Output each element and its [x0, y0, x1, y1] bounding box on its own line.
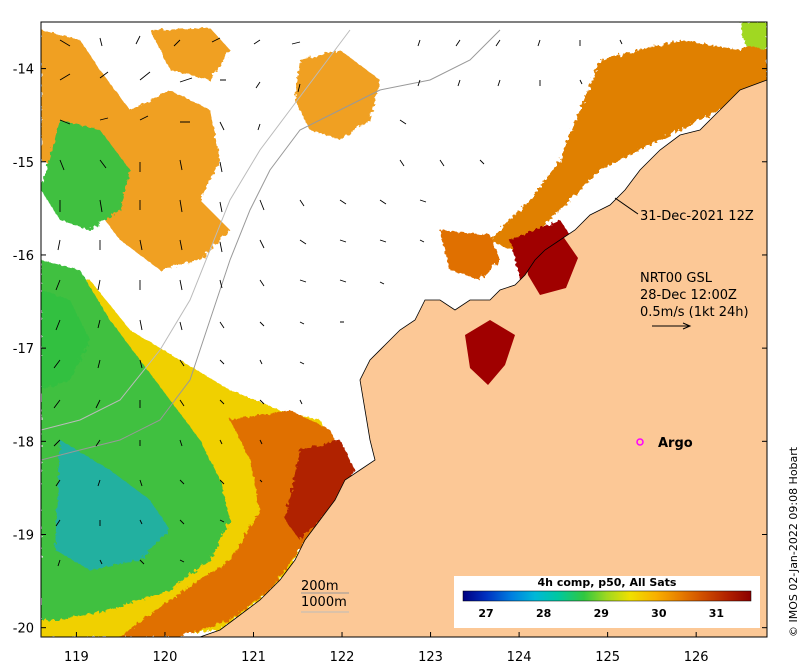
plot-frame [40, 21, 768, 638]
coastline [199, 79, 767, 637]
contour-label-200m: 200m [301, 579, 338, 594]
x-tick-label: 120 [153, 650, 178, 665]
y-tick-label: -19 [13, 529, 34, 544]
contour-1000m [41, 29, 351, 431]
scale-arrow [652, 322, 692, 330]
y-tick-label: -17 [13, 342, 34, 357]
current-time: 28-Dec 12:00Z [640, 288, 737, 303]
colorbar: 4h comp, p50, All Sats 27 28 29 30 31 [454, 576, 760, 628]
colorbar-ticks: 27 28 29 30 31 [478, 607, 724, 620]
x-tick-label: 125 [595, 650, 620, 665]
x-tick-label: 122 [330, 650, 355, 665]
x-tick-label: 123 [418, 650, 443, 665]
y-tick-label: -18 [13, 435, 34, 450]
y-tick-label: -14 [13, 63, 34, 78]
x-tick-label: 121 [241, 650, 266, 665]
sst-patch-west-green [41, 290, 90, 390]
annotation-time: 31-Dec-2021 12Z [640, 209, 754, 224]
colorbar-tick-label: 27 [478, 607, 493, 620]
y-tick-label: -20 [13, 622, 34, 637]
argo-label: Argo [658, 436, 693, 451]
x-tick-label: 126 [684, 650, 709, 665]
current-vectors [53, 35, 623, 567]
colorbar-tick-label: 31 [709, 607, 724, 620]
y-axis-ticks: -14 -15 -16 -17 -18 -19 -20 [13, 63, 767, 637]
sst-patches [41, 22, 767, 637]
colorbar-title: 4h comp, p50, All Sats [538, 576, 677, 589]
x-tick-label: 124 [507, 650, 532, 665]
sst-patch-north-center [295, 50, 380, 140]
sst-patch-south-darkred [285, 440, 355, 540]
land-inner-bay [525, 232, 578, 295]
sst-patch-northwest-green [41, 120, 130, 230]
argo-marker [636, 438, 644, 446]
current-scale: 0.5m/s (1kt 24h) [640, 305, 749, 320]
y-tick-label: -15 [13, 156, 34, 171]
sst-patch-topright-green [740, 22, 767, 50]
contour-200m [41, 29, 501, 461]
credit: © IMOS 02-Jan-2022 09:08 Hobart [787, 446, 800, 637]
contour-label-1000m: 1000m [301, 595, 347, 610]
x-tick-label: 119 [64, 650, 89, 665]
colorbar-gradient [462, 590, 752, 602]
sst-patch-mid-orange [440, 230, 500, 280]
sst-patch-top [150, 28, 230, 80]
colorbar-tick-label: 29 [594, 607, 609, 620]
sst-patch-southwest-cyan [55, 440, 170, 570]
y-tick-label: -16 [13, 249, 34, 264]
annotation-leader [614, 197, 639, 215]
land-inner-sound [465, 320, 515, 385]
sst-patch-south-orange [120, 410, 350, 637]
sst-patch-northwest [41, 30, 230, 270]
sst-patch-northeast [490, 30, 767, 250]
colorbar-tick-label: 30 [651, 607, 667, 620]
current-source: NRT00 GSL [640, 271, 713, 286]
x-axis-ticks: 119 120 121 122 123 124 125 126 [64, 632, 709, 665]
colorbar-tick-label: 28 [536, 607, 551, 620]
